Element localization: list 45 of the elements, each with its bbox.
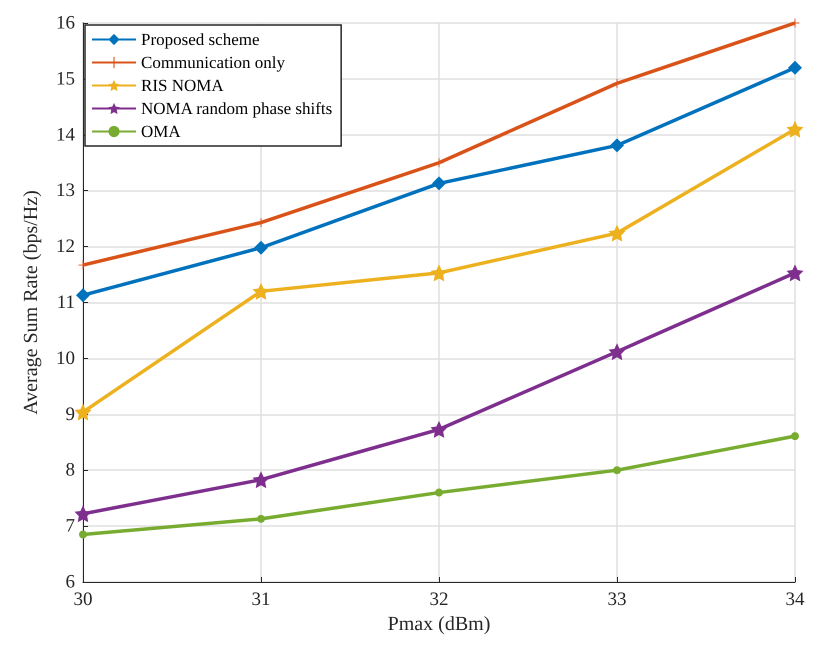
x-axis-title: Pmax (dBm) [388,612,490,635]
y-tick-label: 11 [56,292,75,313]
legend-label: Communication only [141,53,286,72]
point [613,466,621,474]
point [430,264,448,282]
x-tick-label: 33 [608,589,626,610]
x-tick-label: 31 [252,589,270,610]
point [76,288,90,302]
y-tick-label: 13 [56,180,75,202]
point [608,343,626,360]
point [786,264,804,282]
legend-label: NOMA random phase shifts [141,99,332,118]
point [252,471,270,488]
x-tick-label: 32 [430,589,448,610]
y-tick-label: 9 [66,404,75,425]
point [79,530,87,538]
y-tick-label: 16 [56,12,75,34]
y-tick-label: 12 [56,236,75,258]
point [257,514,265,523]
point [74,404,92,421]
point [786,120,804,138]
point [608,224,626,242]
point [612,78,622,88]
y-tick-label: 6 [66,572,75,592]
point [790,18,800,28]
legend-label: Proposed scheme [141,30,260,49]
point [254,240,268,255]
point [610,138,624,152]
y-tick-label: 14 [56,124,76,146]
point [435,488,443,497]
point [252,282,270,300]
legend-label: OMA [141,122,182,141]
y-tick-label: 15 [56,68,75,90]
point [74,505,92,522]
point [788,60,802,75]
point [432,176,446,190]
x-tick-label: 30 [74,589,92,610]
point [791,432,799,440]
legend-label: RIS NOMA [141,76,224,95]
y-axis-title: Average Sum Rate (bps/Hz) [20,190,42,415]
point [430,420,448,438]
y-tick-label: 10 [56,348,75,369]
x-tick-label: 34 [786,589,805,610]
y-tick-label: 8 [66,460,75,481]
y-tick-label: 7 [66,516,75,537]
